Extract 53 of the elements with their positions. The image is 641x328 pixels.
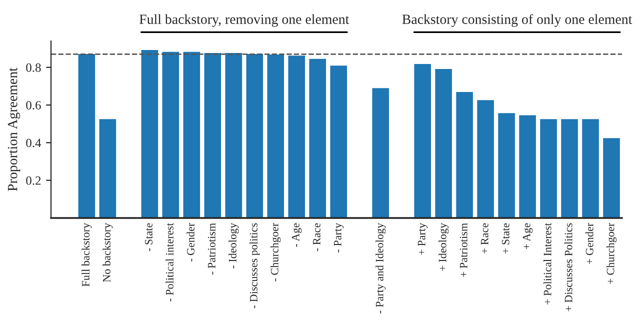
x-tick-label: - Gender [186,222,194,262]
x-tick-label: + Political Interest [543,222,552,304]
x-tick-label: - Churchgoer [270,222,281,282]
bar [414,64,431,218]
x-tick-label: - Political interest [166,222,174,302]
bar [456,92,473,218]
bar [540,119,557,218]
bar [288,56,306,218]
bar [267,54,284,218]
y-tick-label: 0.8 [26,63,41,72]
bar [498,113,515,218]
bar [603,138,620,218]
x-tick-label: + Patriotism [460,223,468,278]
bar [477,100,494,218]
x-tick-label: No backstory [102,222,113,282]
bar [204,53,222,218]
y-axis-title: Proportion Agreement [8,68,20,192]
bar [141,50,158,218]
bar [246,54,264,218]
text: Full backstory, removing one element [139,14,350,27]
x-tick-label: - Party and Ideology [376,222,386,314]
bar [561,119,578,218]
bar [225,53,242,218]
y-tick-label: 0.2 [26,176,41,185]
x-tick-label: + Race [480,223,488,254]
bar [99,119,116,218]
x-tick-label: - Ideology [228,222,239,268]
bar [162,52,180,218]
bar [435,69,452,218]
bar [78,54,96,218]
bar [372,88,389,218]
y-tick-label: 0.4 [26,138,42,148]
x-tick-label: - Party [334,222,344,252]
bar [183,52,200,218]
x-tick-label: - Patriotism [208,223,216,275]
x-tick-label: + Party [418,222,428,255]
x-tick-label: + Ideology [438,222,449,271]
x-tick-label: + Age [522,223,533,250]
bar [519,115,536,218]
x-tick-label: Full backstory [82,222,92,286]
x-tick-label: + Churchgoer [606,222,617,284]
x-tick-label: - State [144,223,152,252]
x-tick-label: + State [502,223,510,254]
text: Backstory consisting of only one element [402,14,632,27]
x-tick-label: - Race [313,223,320,252]
x-tick-label: + Discusses Politics [564,223,572,312]
x-tick-label: - Age [292,223,302,247]
y-tick-label: 0.6 [26,101,41,110]
bar [582,119,599,218]
bar [309,58,326,218]
x-tick-label: - Discusses politics [250,223,260,308]
x-tick-label: + Gender [585,222,594,264]
bar [330,66,347,218]
